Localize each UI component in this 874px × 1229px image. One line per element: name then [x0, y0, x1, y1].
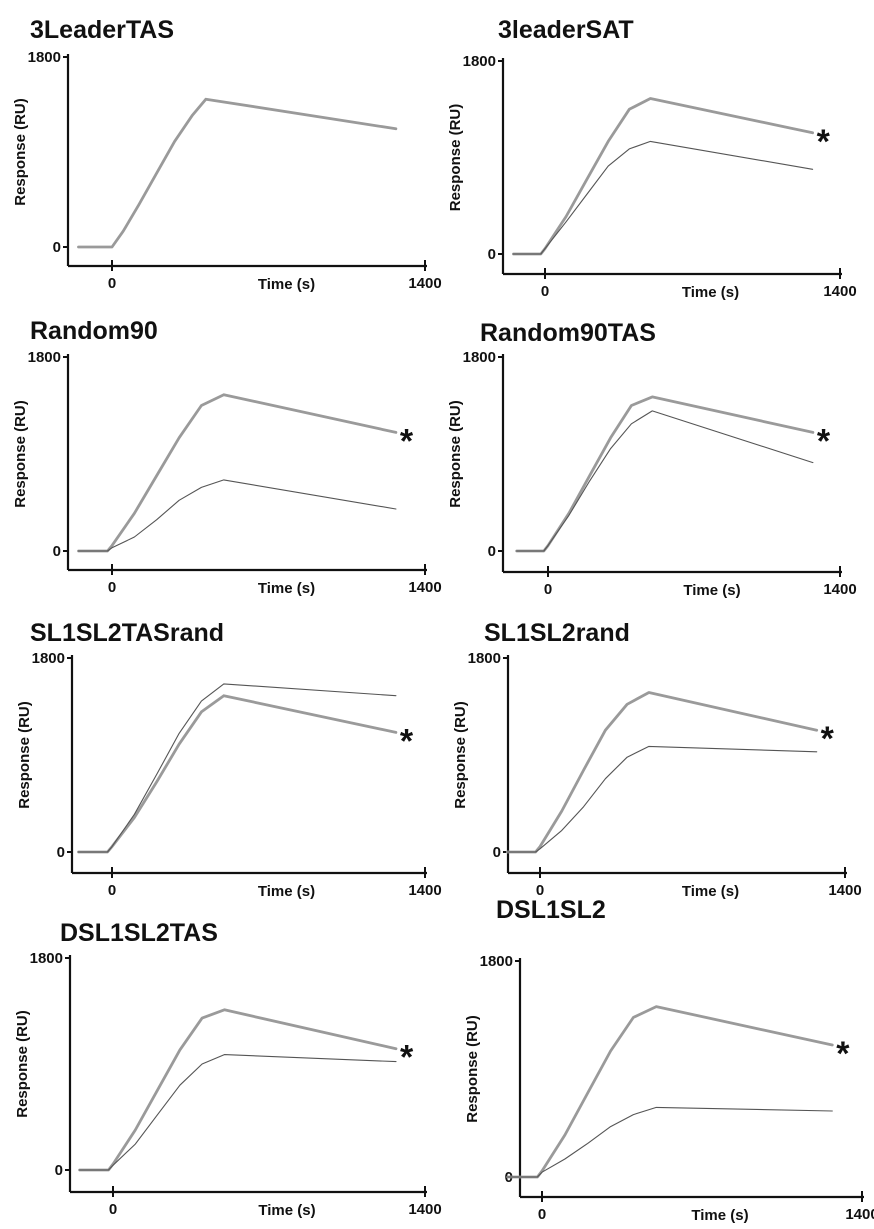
panel-4-y-tick-label-0: 0 [488, 543, 496, 560]
panel-6-title: SL1SL2rand [484, 619, 630, 647]
panel-1-x-axis-label: Time (s) [258, 276, 315, 293]
panel-7-y-tick-label-0: 0 [55, 1162, 63, 1179]
panel-2-x-tick-label-0: 0 [541, 283, 549, 300]
panel-2-x-tick-label-1: 1400 [823, 283, 856, 300]
panel-5-y-axis-label: Response (RU) [16, 701, 33, 809]
panel-8-asterisk-marker: * [836, 1035, 850, 1073]
panel-3-series-1-line [77, 393, 398, 553]
panel-4-title: Random90TAS [480, 319, 656, 347]
panel-4-x-axis-label: Time (s) [683, 582, 740, 599]
panel-8-y-axis-label: Response (RU) [464, 1015, 481, 1123]
panel-3-x-tick-label-0: 0 [108, 579, 116, 596]
panel-1-y-tick-label-1: 1800 [28, 49, 61, 66]
panel-7-title: DSL1SL2TAS [60, 919, 218, 947]
panel-5-title: SL1SL2TASrand [30, 619, 224, 647]
panel-2-title: 3leaderSAT [498, 16, 634, 44]
panel-2-asterisk-marker: * [817, 123, 831, 161]
panel-2-y-tick-label-0: 0 [488, 246, 496, 263]
panel-4-x-tick-label-1: 1400 [823, 581, 856, 598]
panel-7-y-axis-label: Response (RU) [14, 1010, 31, 1118]
panel-6-series-1-line [505, 691, 819, 854]
panel-6-x-axis-label: Time (s) [682, 883, 739, 900]
panel-6-y-tick-label-1: 1800 [468, 650, 501, 667]
panel-6-y-tick-label-0: 0 [493, 844, 501, 861]
panel-2-x-axis-label: Time (s) [682, 284, 739, 301]
panel-2-y-tick-label-1: 1800 [463, 53, 496, 70]
panel-5-asterisk-marker: * [400, 722, 414, 760]
panel-6-x-tick-label-0: 0 [536, 882, 544, 899]
panel-8-x-axis-label: Time (s) [691, 1207, 748, 1224]
panel-5-series-2-line [77, 683, 397, 853]
panel-4-series-1-line [515, 395, 815, 553]
panel-4-y-axis-label: Response (RU) [447, 400, 464, 508]
panel-3-series-2-line [77, 479, 397, 552]
panel-5-series-1-line [77, 694, 398, 854]
panel-8-title: DSL1SL2 [496, 896, 606, 924]
panel-7-series-1-line [78, 1008, 398, 1172]
panel-8-x-tick-label-1: 1400 [845, 1206, 874, 1223]
panel-3-y-tick-label-1: 1800 [28, 349, 61, 366]
panel-5-x-tick-label-0: 0 [108, 882, 116, 899]
panel-6-series-2-line [506, 745, 818, 853]
panel-5-y-tick-label-0: 0 [57, 844, 65, 861]
panel-1-y-axis-label: Response (RU) [12, 98, 29, 206]
panel-8-series-2-line [507, 1106, 833, 1178]
panel-4-x-tick-label-0: 0 [544, 581, 552, 598]
panel-8-y-tick-label-1: 1800 [480, 953, 513, 970]
panel-3-x-tick-label-1: 1400 [408, 579, 441, 596]
panel-3-y-tick-label-0: 0 [53, 543, 61, 560]
panel-3-x-axis-label: Time (s) [258, 580, 315, 597]
panel-1-y-tick-label-0: 0 [53, 239, 61, 256]
panel-1-x-tick-label-0: 0 [108, 275, 116, 292]
panel-1-series-1-line [77, 97, 398, 249]
panel-3-title: Random90 [30, 317, 158, 345]
panel-4-y-tick-label-1: 1800 [463, 349, 496, 366]
panel-5-y-tick-label-1: 1800 [32, 650, 65, 667]
panel-6-asterisk-marker: * [821, 720, 835, 758]
panel-5-x-axis-label: Time (s) [258, 883, 315, 900]
panel-7-x-tick-label-0: 0 [109, 1201, 117, 1218]
panel-1-x-tick-label-1: 1400 [408, 275, 441, 292]
panel-8-x-tick-label-0: 0 [538, 1206, 546, 1223]
panel-7-asterisk-marker: * [400, 1039, 414, 1077]
panel-7-y-tick-label-1: 1800 [30, 950, 63, 967]
panel-2-y-axis-label: Response (RU) [447, 104, 464, 212]
panel-3-asterisk-marker: * [400, 422, 414, 460]
panel-1-title: 3LeaderTAS [30, 16, 174, 44]
panel-7-x-tick-label-1: 1400 [408, 1201, 441, 1218]
panel-2-series-2-line [512, 140, 814, 255]
panel-8-series-1-line [506, 1005, 834, 1179]
panel-7-series-2-line [79, 1054, 397, 1171]
panel-3-y-axis-label: Response (RU) [12, 400, 29, 508]
panel-6-x-tick-label-1: 1400 [828, 882, 861, 899]
panel-6-y-axis-label: Response (RU) [452, 701, 469, 809]
panel-4-series-2-line [516, 410, 814, 552]
panel-4-asterisk-marker: * [817, 422, 831, 460]
panel-7-x-axis-label: Time (s) [258, 1202, 315, 1219]
panel-2-series-1-line [512, 97, 814, 256]
panel-5-x-tick-label-1: 1400 [408, 882, 441, 899]
